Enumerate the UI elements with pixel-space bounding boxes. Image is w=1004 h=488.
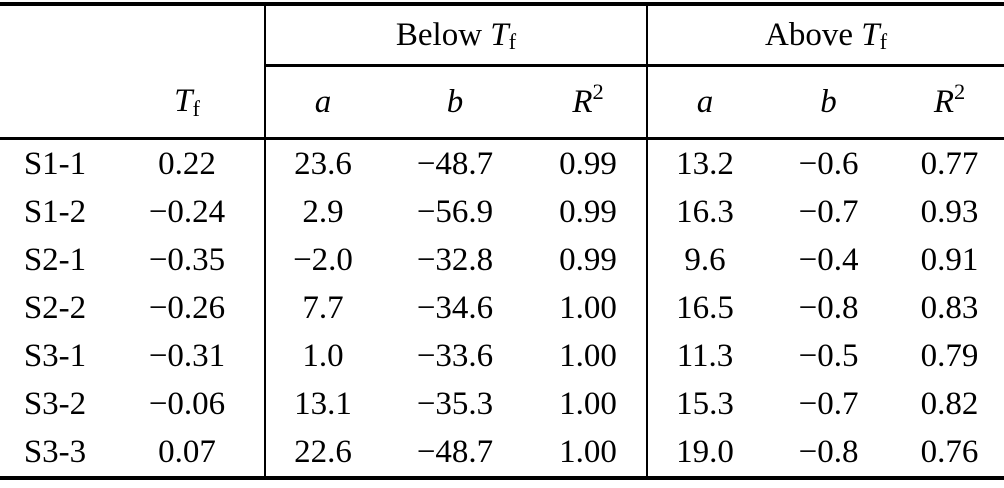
col-header-a-above: a xyxy=(646,65,763,140)
above-r2-value: 0.77 xyxy=(920,145,979,182)
col-header-a-below: a xyxy=(264,65,380,140)
table-row: S1-2 −0.24 2.9 −56.9 0.99 16.3 −0.7 0.93 xyxy=(0,188,1004,236)
regression-results-table: Below Tf Above Tf Tf a b R2 a b R2 S xyxy=(0,2,1004,480)
table-row: S1-1 0.22 23.6 −48.7 0.99 13.2 −0.6 0.77 xyxy=(0,138,1004,188)
tf-value: −0.26 xyxy=(148,289,226,326)
above-b-value: −0.6 xyxy=(798,145,859,182)
tf-value: −0.06 xyxy=(148,385,226,422)
above-b-value: −0.7 xyxy=(798,385,859,422)
tf-value: −0.24 xyxy=(148,193,226,230)
table-row: S2-1 −0.35 −2.0 −32.8 0.99 9.6 −0.4 0.91 xyxy=(0,236,1004,284)
above-r2-value: 0.91 xyxy=(920,241,979,278)
col-header-r2-below: R2 xyxy=(530,65,648,140)
above-a-value: 13.2 xyxy=(646,138,763,188)
group-header-row: Below Tf Above Tf xyxy=(0,2,1004,67)
tf-value: 0.07 xyxy=(110,428,265,480)
tf-subscript: f xyxy=(192,95,200,121)
tf-symbol: T xyxy=(861,16,880,53)
below-a-value: −2.0 xyxy=(264,236,380,284)
r-superscript: 2 xyxy=(592,79,604,105)
below-a-value: 7.7 xyxy=(264,284,380,332)
below-b-value: −48.7 xyxy=(380,428,530,480)
below-b-value: −56.9 xyxy=(416,193,494,230)
below-b-value: −33.6 xyxy=(416,337,494,374)
group-header-below-text: Below xyxy=(395,16,491,53)
below-b-value: −35.3 xyxy=(416,385,494,422)
tf-symbol: T xyxy=(174,82,193,119)
col-header-tf: Tf xyxy=(110,65,265,140)
group-header-above: Above Tf xyxy=(646,2,1004,67)
above-a-value: 11.3 xyxy=(646,332,763,380)
tf-value: −0.31 xyxy=(148,337,226,374)
table-row: S2-2 −0.26 7.7 −34.6 1.00 16.5 −0.8 0.83 xyxy=(0,284,1004,332)
table-row: S3-1 −0.31 1.0 −33.6 1.00 11.3 −0.5 0.79 xyxy=(0,332,1004,380)
row-label: S1-1 xyxy=(23,145,87,182)
below-r2-value: 1.00 xyxy=(530,428,648,480)
above-b-value: −0.4 xyxy=(798,241,859,278)
corner-empty-cell xyxy=(0,2,265,66)
row-label: S3-3 xyxy=(0,428,110,480)
tf-symbol: T xyxy=(490,16,509,53)
r-superscript: 2 xyxy=(954,79,966,105)
below-a-value: 22.6 xyxy=(264,428,380,480)
below-a-value: 13.1 xyxy=(264,380,380,428)
above-r2-value: 0.83 xyxy=(920,289,979,326)
group-header-above-text: Above xyxy=(764,16,862,53)
row-label: S3-2 xyxy=(23,385,87,422)
above-a-value: 9.6 xyxy=(646,236,763,284)
above-r2-value: 0.82 xyxy=(920,385,979,422)
above-b-value: −0.7 xyxy=(798,193,859,230)
above-b-value: −0.8 xyxy=(798,289,859,326)
group-header-below: Below Tf xyxy=(263,2,648,67)
r-symbol: R xyxy=(572,83,593,120)
above-a-value: 15.3 xyxy=(646,380,763,428)
above-a-value: 16.3 xyxy=(646,188,763,236)
row-label: S2-1 xyxy=(23,241,87,278)
row-label: S3-1 xyxy=(23,337,87,374)
below-b-value: −34.6 xyxy=(416,289,494,326)
below-b-value: −48.7 xyxy=(416,145,494,182)
r-symbol: R xyxy=(933,83,954,120)
below-r2-value: 1.00 xyxy=(559,289,617,326)
above-r2-value: 0.79 xyxy=(920,337,979,374)
below-r2-value: 1.00 xyxy=(559,385,617,422)
tf-value: −0.35 xyxy=(148,241,226,278)
table-row: S3-3 0.07 22.6 −48.7 1.00 19.0 −0.8 0.76 xyxy=(0,428,1004,480)
below-a-value: 23.6 xyxy=(264,138,380,188)
table-row: S3-2 −0.06 13.1 −35.3 1.00 15.3 −0.7 0.8… xyxy=(0,380,1004,428)
tf-subscript: f xyxy=(879,29,888,55)
below-r2-value: 0.99 xyxy=(559,193,617,230)
column-header-row: Tf a b R2 a b R2 xyxy=(0,65,1004,140)
col-header-b-above: b xyxy=(762,65,896,140)
tf-subscript: f xyxy=(508,29,517,55)
below-a-value: 1.0 xyxy=(264,332,380,380)
empty-header-cell xyxy=(0,65,110,140)
below-r2-value: 0.99 xyxy=(559,145,617,182)
below-b-value: −32.8 xyxy=(416,241,494,278)
below-r2-value: 0.99 xyxy=(559,241,617,278)
row-label: S1-2 xyxy=(23,193,87,230)
above-b-value: −0.8 xyxy=(762,428,896,480)
above-b-value: −0.5 xyxy=(798,337,859,374)
below-a-value: 2.9 xyxy=(264,188,380,236)
row-label: S2-2 xyxy=(23,289,87,326)
above-a-value: 19.0 xyxy=(646,428,763,480)
above-r2-value: 0.76 xyxy=(895,428,1004,480)
above-a-value: 16.5 xyxy=(646,284,763,332)
tf-value: 0.22 xyxy=(158,145,216,182)
col-header-r2-above: R2 xyxy=(895,65,1004,140)
col-header-b-below: b xyxy=(380,65,530,140)
above-r2-value: 0.93 xyxy=(920,193,979,230)
below-r2-value: 1.00 xyxy=(559,337,617,374)
